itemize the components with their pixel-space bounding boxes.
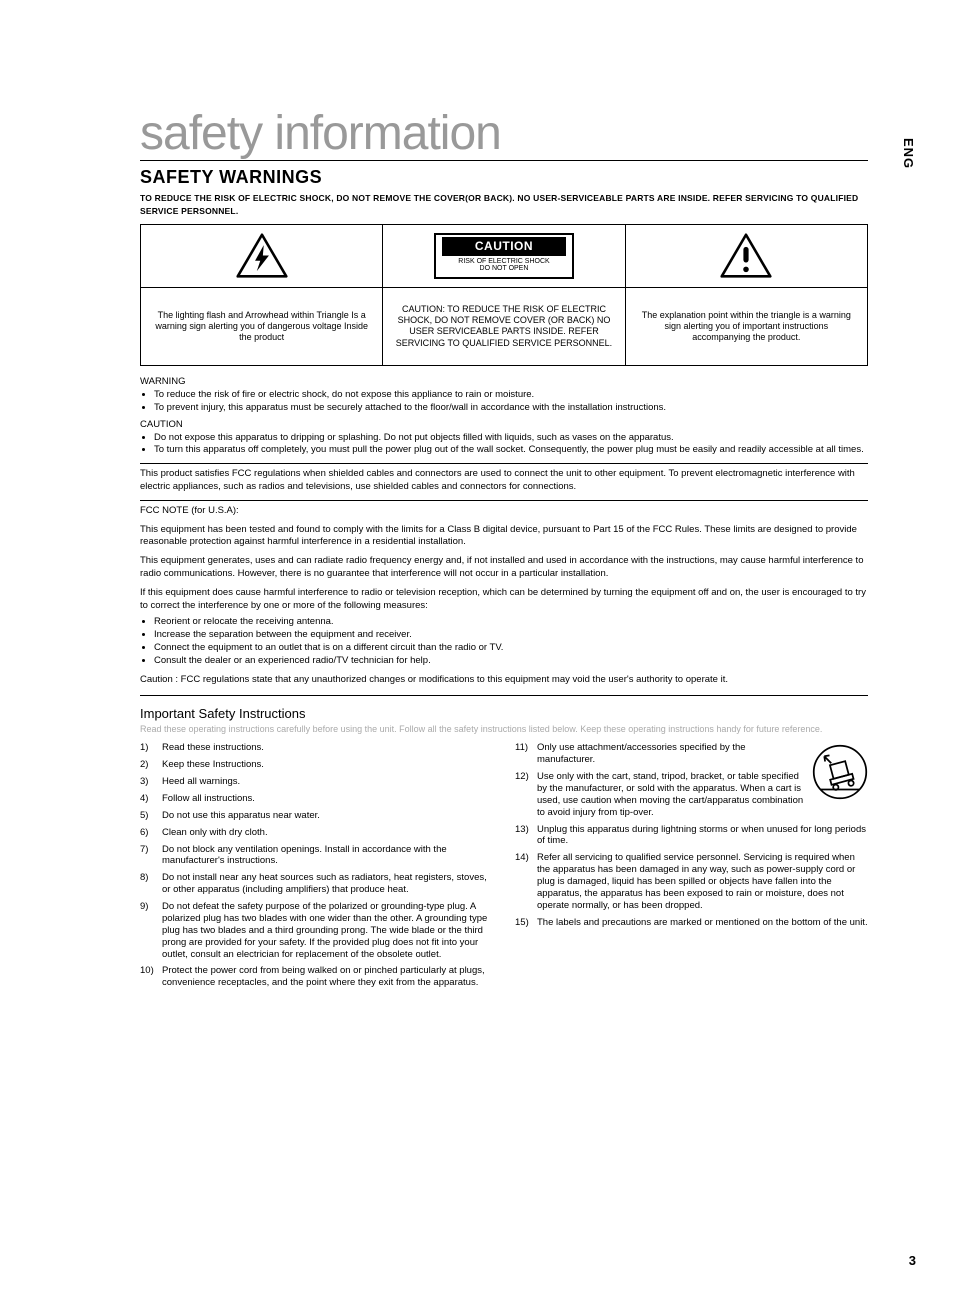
fcc-p2: This equipment generates, uses and can r… — [140, 555, 868, 581]
intro-warning-text: TO REDUCE THE RISK OF ELECTRIC SHOCK, DO… — [140, 192, 868, 218]
warning-label: WARNING — [140, 376, 868, 387]
list-item: 2)Keep these Instructions. — [140, 759, 493, 771]
page-body: safety information SAFETY WARNINGS TO RE… — [140, 110, 868, 994]
list-item: To prevent injury, this apparatus must b… — [154, 402, 868, 415]
caution-table: CAUTION RISK OF ELECTRIC SHOCK DO NOT OP… — [140, 224, 868, 366]
warning-bullets: To reduce the risk of fire or electric s… — [140, 389, 868, 415]
isi-heading: Important Safety Instructions — [140, 706, 868, 721]
divider — [140, 695, 868, 696]
list-item: Do not expose this apparatus to dripping… — [154, 432, 868, 445]
list-item: 4)Follow all instructions. — [140, 793, 493, 805]
list-item: Reorient or relocate the receiving anten… — [154, 616, 868, 629]
instructions-left: 1)Read these instructions. 2)Keep these … — [140, 742, 493, 989]
page-number: 3 — [909, 1253, 916, 1268]
caution-desc-left: The lighting flash and Arrowhead within … — [141, 287, 383, 365]
list-item: Consult the dealer or an experienced rad… — [154, 655, 868, 668]
list-item: Connect the equipment to an outlet that … — [154, 642, 868, 655]
caution-cell-center-box: CAUTION RISK OF ELECTRIC SHOCK DO NOT OP… — [383, 225, 625, 287]
instructions-columns: 1)Read these instructions. 2)Keep these … — [140, 742, 868, 994]
caution-cell-icon-bolt — [141, 225, 383, 287]
caution-cell-icon-exclaim — [626, 225, 867, 287]
fcc-bullets: Reorient or relocate the receiving anten… — [140, 616, 868, 667]
caution-label: CAUTION — [140, 419, 868, 430]
list-item: 9)Do not defeat the safety purpose of th… — [140, 901, 493, 960]
instructions-right: 11)Only use attachment/accessories speci… — [515, 742, 868, 928]
fcc-note-label: FCC NOTE (for U.S.A): — [140, 505, 868, 518]
caution-box-header: CAUTION — [442, 237, 566, 256]
section-heading: SAFETY WARNINGS — [140, 167, 868, 188]
caution-desc-right: The explanation point within the triangl… — [626, 287, 867, 365]
list-item: 10)Protect the power cord from being wal… — [140, 965, 493, 989]
list-item: 12)Use only with the cart, stand, tripod… — [515, 771, 868, 819]
divider — [140, 500, 868, 501]
caution-bullets: Do not expose this apparatus to dripping… — [140, 432, 868, 458]
list-item: 1)Read these instructions. — [140, 742, 493, 754]
fcc-p1: This equipment has been tested and found… — [140, 524, 868, 550]
list-item: 14)Refer all servicing to qualified serv… — [515, 852, 868, 911]
fcc-caution: Caution : FCC regulations state that any… — [140, 674, 868, 687]
fcc-intro: This product satisfies FCC regulations w… — [140, 468, 868, 494]
caution-box-line1: RISK OF ELECTRIC SHOCK — [442, 258, 566, 266]
caution-box: CAUTION RISK OF ELECTRIC SHOCK DO NOT OP… — [434, 233, 574, 279]
list-item: To turn this apparatus off completely, y… — [154, 444, 868, 457]
list-item: 11)Only use attachment/accessories speci… — [515, 742, 868, 766]
fcc-p3: If this equipment does cause harmful int… — [140, 587, 868, 613]
list-item: 5)Do not use this apparatus near water. — [140, 810, 493, 822]
lightning-triangle-icon — [236, 233, 288, 278]
divider — [140, 463, 868, 464]
page-title: safety information — [140, 110, 868, 158]
language-tab: ENG — [901, 138, 916, 169]
exclamation-triangle-icon — [720, 233, 772, 278]
list-item: 15)The labels and precautions are marked… — [515, 917, 868, 929]
caution-box-line2: DO NOT OPEN — [442, 265, 566, 273]
list-item: 7)Do not block any ventilation openings.… — [140, 844, 493, 868]
list-item: 3)Heed all warnings. — [140, 776, 493, 788]
list-item: 6)Clean only with dry cloth. — [140, 827, 493, 839]
list-item: 8)Do not install near any heat sources s… — [140, 872, 493, 896]
list-item: Increase the separation between the equi… — [154, 629, 868, 642]
list-item: 13)Unplug this apparatus during lightnin… — [515, 824, 868, 848]
list-item: To reduce the risk of fire or electric s… — [154, 389, 868, 402]
caution-desc-center: CAUTION: TO REDUCE THE RISK OF ELECTRIC … — [383, 287, 625, 365]
title-rule — [140, 160, 868, 161]
isi-intro-faint: Read these operating instructions carefu… — [140, 724, 868, 735]
